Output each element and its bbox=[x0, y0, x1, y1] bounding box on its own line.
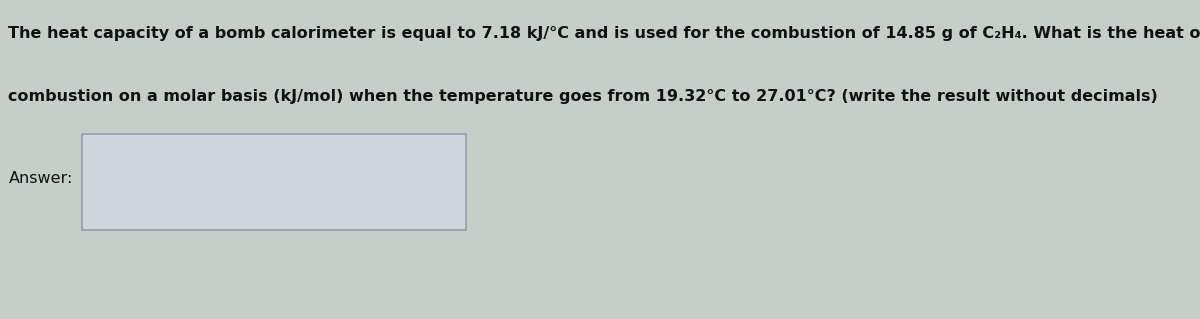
Text: Answer:: Answer: bbox=[8, 171, 73, 186]
Text: The heat capacity of a bomb calorimeter is equal to 7.18 kJ/°C and is used for t: The heat capacity of a bomb calorimeter … bbox=[8, 26, 1200, 41]
Text: combustion on a molar basis (kJ/mol) when the temperature goes from 19.32°C to 2: combustion on a molar basis (kJ/mol) whe… bbox=[8, 89, 1158, 104]
Bar bbox=[82, 134, 466, 230]
